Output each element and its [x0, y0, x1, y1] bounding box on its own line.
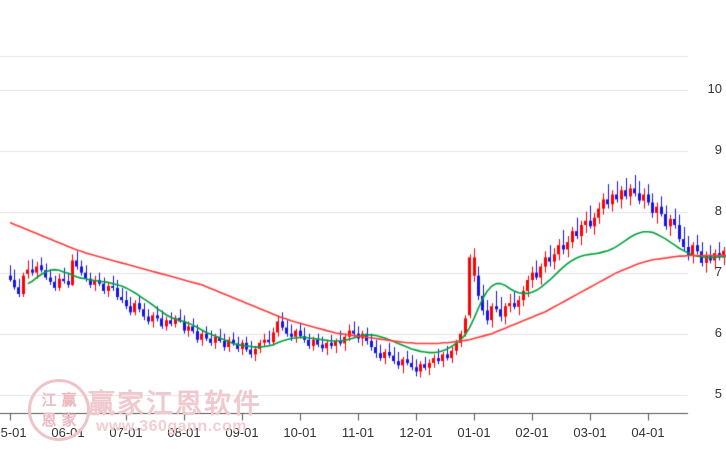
x-axis-tick-label: 11-01 [341, 425, 375, 440]
x-axis-tick-label: 03-01 [573, 425, 607, 440]
x-axis-tick-label: 07-01 [109, 425, 143, 440]
x-axis-tick-label: 01-01 [457, 425, 491, 440]
y-axis-tick-label: 10 [707, 80, 722, 96]
x-axis-tick-label: 12-01 [399, 425, 433, 440]
x-axis-tick-label: 10-01 [283, 425, 317, 440]
y-axis-tick-label: 7 [714, 263, 722, 279]
y-axis-tick-label: 6 [714, 324, 722, 340]
x-axis-tick-label: 02-01 [515, 425, 549, 440]
y-axis-tick-label: 8 [714, 202, 722, 218]
y-axis-tick-label: 9 [714, 141, 722, 157]
x-axis-tick-label: 05-01 [0, 425, 27, 440]
x-axis-tick-label: 04-01 [631, 425, 665, 440]
x-axis-tick-label: 08-01 [167, 425, 201, 440]
y-axis-tick-label: 5 [714, 385, 722, 401]
x-axis-tick-label: 09-01 [225, 425, 259, 440]
x-axis-tick-label: 06-01 [51, 425, 85, 440]
